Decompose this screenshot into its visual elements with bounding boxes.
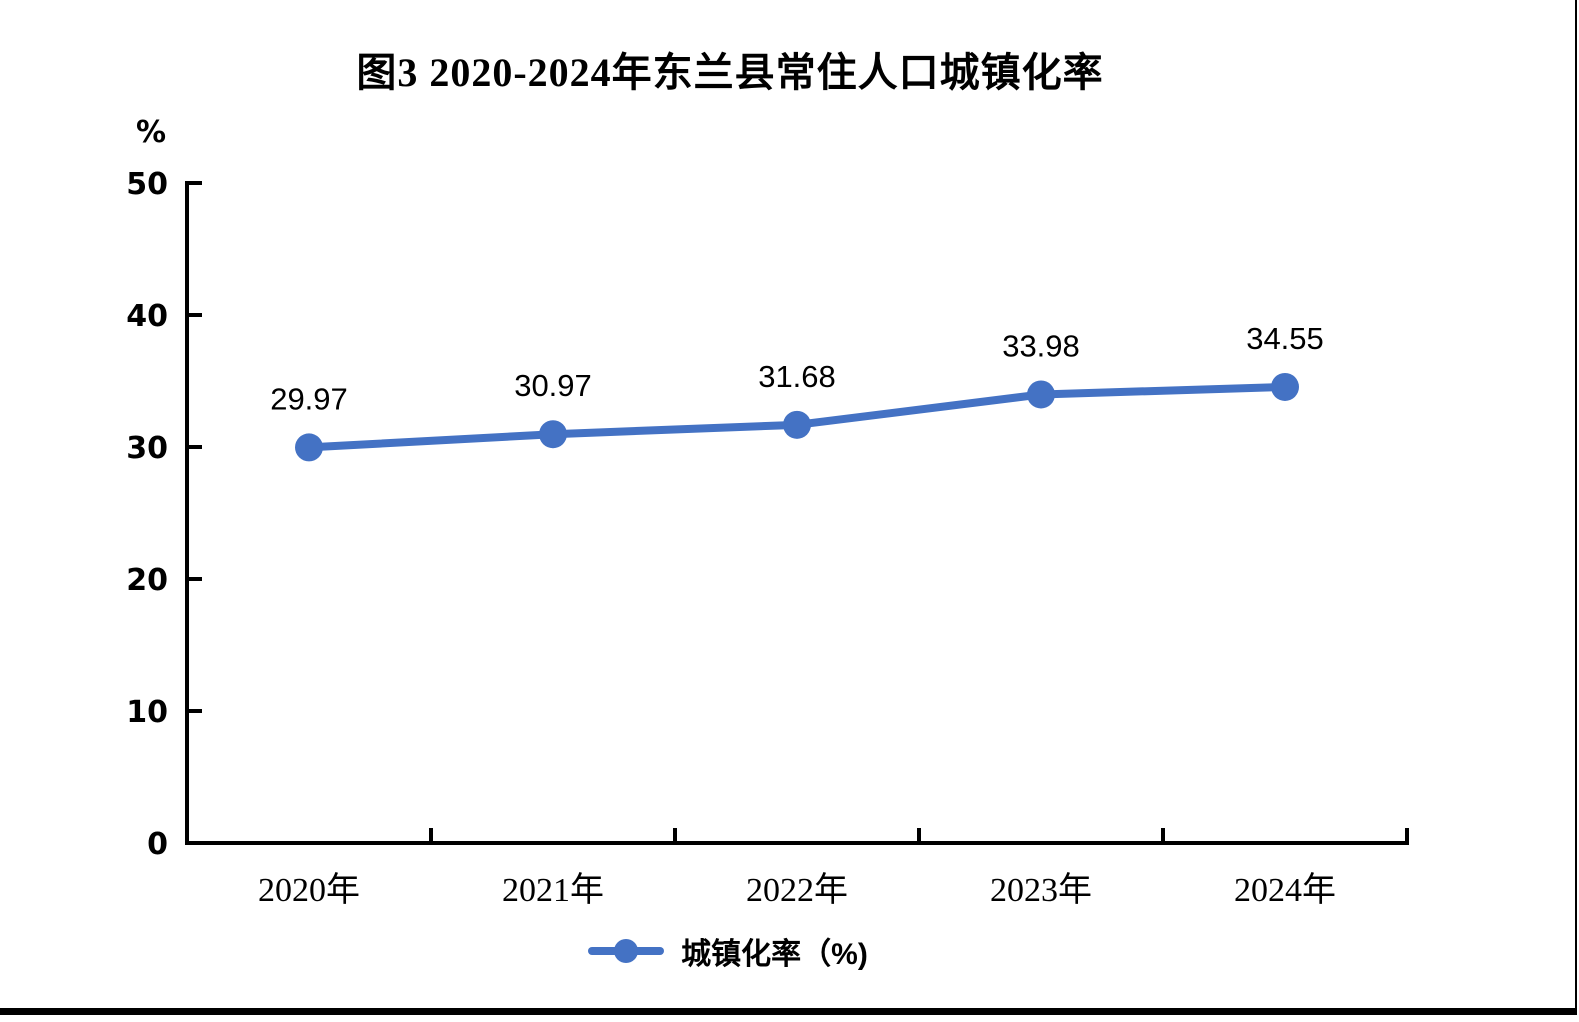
legend-line-marker-icon: [588, 938, 665, 964]
data-point-label: 34.55: [1246, 321, 1324, 356]
data-point-marker: [783, 410, 811, 439]
y-axis-unit-label: %: [135, 115, 166, 150]
data-point-label: 30.97: [514, 368, 592, 403]
y-tick-label: 0: [147, 827, 168, 862]
axis-lines: [185, 181, 1409, 845]
y-tick-label: 50: [126, 167, 168, 202]
data-point-marker: [539, 420, 567, 449]
data-point-label: 29.97: [270, 381, 348, 416]
data-point-marker: [1027, 380, 1055, 409]
y-tick-label: 20: [126, 563, 168, 598]
x-tick-label: 2021年: [502, 871, 604, 909]
x-tick-label: 2023年: [990, 871, 1092, 909]
y-tick-label: 10: [126, 695, 168, 730]
legend: 城镇化率（%): [0, 929, 1456, 973]
x-tick-label: 2020年: [258, 871, 360, 909]
legend-label: 城镇化率（%): [681, 938, 868, 971]
data-point-label: 31.68: [758, 359, 836, 394]
legend-dot-icon: [614, 939, 639, 963]
data-point-marker: [295, 433, 323, 462]
x-tick-label: 2024年: [1234, 871, 1336, 909]
data-point-marker: [1271, 372, 1299, 401]
x-tick-label: 2022年: [746, 871, 848, 909]
y-tick-label: 40: [126, 299, 168, 334]
data-point-label: 33.98: [1002, 328, 1080, 363]
y-tick-label: 30: [126, 431, 168, 466]
chart-title: 图3 2020-2024年东兰县常住人口城镇化率: [356, 50, 1104, 95]
